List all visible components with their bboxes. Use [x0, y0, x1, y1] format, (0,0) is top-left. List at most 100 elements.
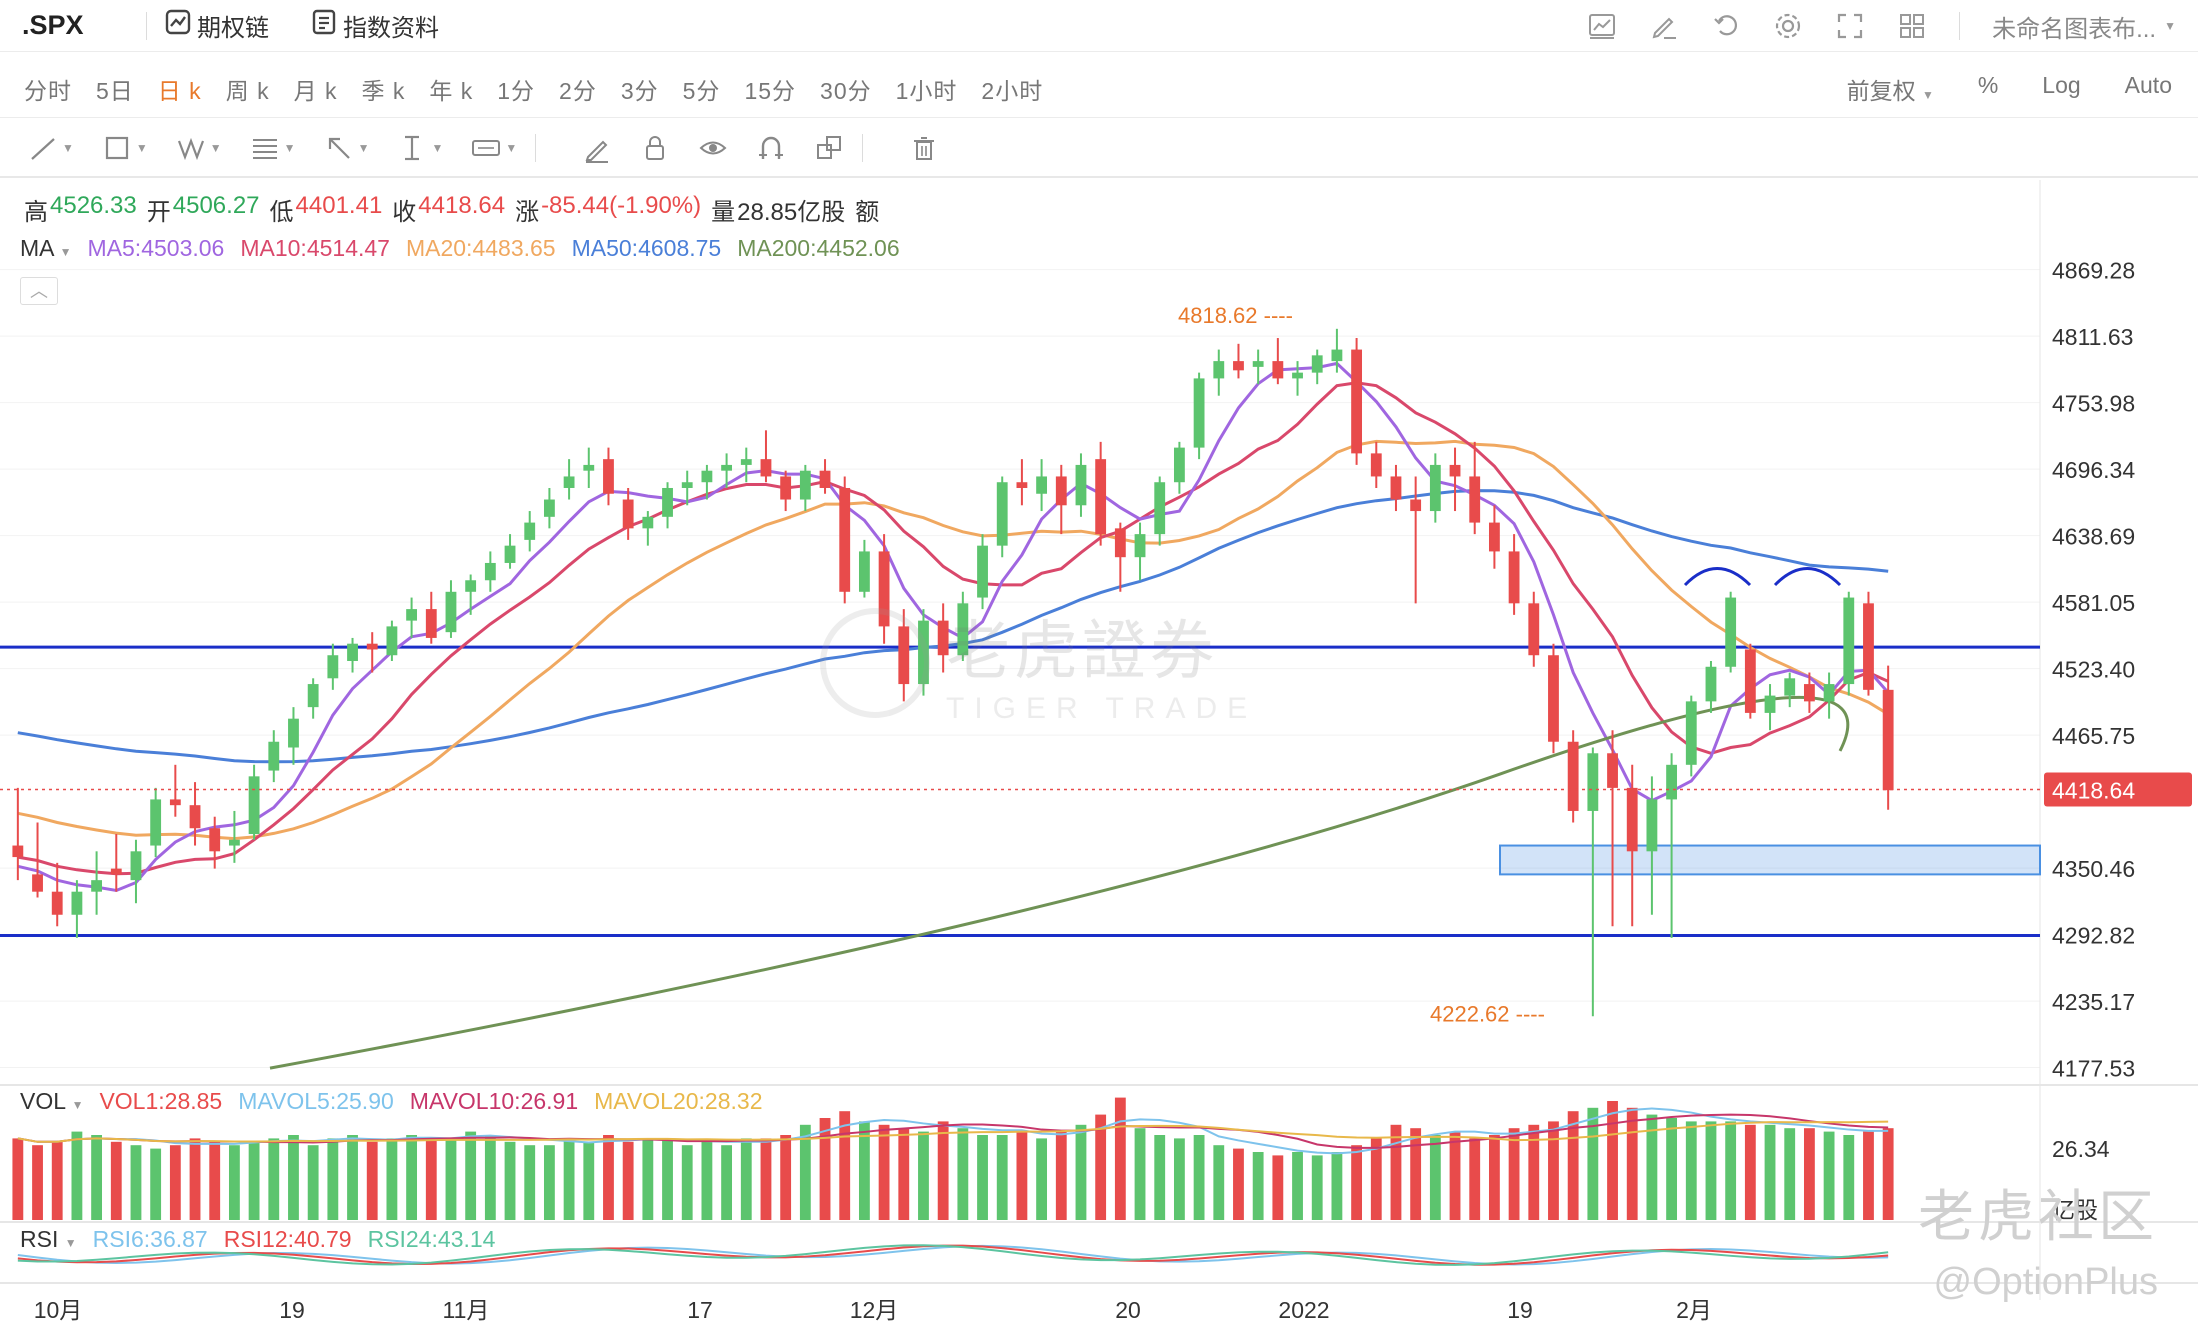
candle — [51, 862, 63, 927]
period-5min[interactable]: 5分 — [682, 77, 721, 104]
wave-tool[interactable]: ▼ — [176, 133, 222, 163]
chart-type-icon[interactable] — [1587, 11, 1617, 41]
candle — [1252, 349, 1264, 385]
fullscreen-icon[interactable] — [1835, 11, 1865, 41]
label-icon — [472, 140, 501, 156]
period-quarterly[interactable]: 季 k — [361, 77, 406, 104]
trend-line-tool[interactable]: ▼ — [28, 133, 74, 163]
settings-icon[interactable] — [1773, 11, 1803, 41]
period-30min[interactable]: 30分 — [820, 77, 872, 104]
arrow-tool[interactable]: ▼ — [324, 133, 369, 163]
index-info-button[interactable]: 指数资料 — [311, 8, 439, 43]
percent-toggle[interactable]: % — [1977, 71, 1999, 98]
period-daily[interactable]: 日 k — [157, 77, 202, 104]
price-axis-label: 4581.05 — [2052, 590, 2135, 616]
fibonacci-tool[interactable]: ▼ — [250, 133, 296, 163]
double-top-arc — [1683, 567, 1752, 587]
delete-tool[interactable] — [909, 133, 939, 163]
divider — [146, 11, 147, 40]
chart-layout-name[interactable]: 未命名图表布... — [1992, 15, 2157, 43]
candle — [288, 707, 299, 765]
ma20-line — [17, 439, 1889, 841]
low-label: 低 — [269, 199, 294, 226]
chevron-up-icon: ︿ — [30, 281, 48, 301]
low-value: 4401.41 — [295, 192, 383, 219]
rsi-legend: RSI ▼ RSI6:36.87 RSI12:40.79 RSI24:43.14 — [20, 1226, 495, 1253]
magnet-tool[interactable] — [756, 133, 786, 163]
candle-body — [1134, 534, 1146, 558]
candle — [1607, 730, 1618, 927]
rsi-indicator-dropdown[interactable]: RSI ▼ — [20, 1226, 77, 1253]
volume-bar — [91, 1135, 103, 1220]
rectangle-tool[interactable]: ▼ — [102, 133, 148, 163]
period-2hour[interactable]: 2小时 — [981, 77, 1044, 104]
undo-icon[interactable] — [1711, 11, 1741, 41]
volume-bar — [1587, 1107, 1599, 1220]
label-tool[interactable]: ▼ — [471, 133, 517, 163]
mavol20-line — [17, 1120, 1889, 1143]
option-chain-button[interactable]: 期权链 — [165, 8, 269, 43]
candle — [32, 822, 43, 898]
candle — [12, 787, 24, 881]
candle-body — [169, 799, 181, 806]
edit-icon[interactable] — [1649, 11, 1679, 41]
volume-bar — [563, 1138, 575, 1220]
volume-bar — [1744, 1124, 1756, 1220]
layout-grid-icon[interactable] — [1897, 11, 1927, 41]
time-axis-label: 11月 — [443, 1297, 490, 1323]
ma50-line — [17, 489, 1889, 764]
candle-body — [288, 718, 299, 748]
community-watermark: 老虎社区 @OptionPlus — [1918, 1172, 2158, 1304]
clone-tool[interactable] — [814, 133, 844, 163]
volume-bar — [858, 1121, 870, 1220]
period-1hour[interactable]: 1小时 — [895, 77, 958, 104]
volume-bar — [1075, 1124, 1087, 1220]
visibility-tool[interactable] — [698, 133, 728, 163]
period-monthly[interactable]: 月 k — [293, 77, 338, 104]
high-value: 4526.33 — [50, 192, 137, 219]
candle — [1390, 464, 1402, 512]
log-toggle[interactable]: Log — [2042, 71, 2081, 98]
chevron-down-icon: ▼ — [135, 141, 148, 155]
candle-body — [1114, 528, 1126, 558]
auto-toggle[interactable]: Auto — [2124, 71, 2172, 98]
adjust-dropdown[interactable]: 前复权 ▼ — [1847, 72, 1934, 106]
time-axis-label: 2022 — [1278, 1297, 1329, 1323]
period-1min[interactable]: 1分 — [497, 77, 536, 104]
volume-bar — [327, 1138, 339, 1220]
period-5day[interactable]: 5日 — [96, 77, 134, 104]
lock-tool[interactable] — [640, 133, 670, 163]
time-axis-label: 17 — [687, 1297, 713, 1323]
period-3min[interactable]: 3分 — [620, 77, 659, 104]
volume-bar — [740, 1138, 752, 1220]
candle — [681, 470, 693, 506]
vol-indicator-dropdown[interactable]: VOL ▼ — [20, 1088, 83, 1115]
volume-bar — [1666, 1118, 1678, 1220]
candle — [622, 487, 634, 540]
price-axis-label: 4523.40 — [2052, 657, 2135, 683]
price-axis-label: 4177.53 — [2052, 1056, 2135, 1082]
volume-bar — [780, 1135, 792, 1220]
watermark-en: TIGER TRADE — [946, 692, 1258, 725]
ma-indicator-dropdown[interactable]: MA ▼ — [20, 235, 72, 262]
ma-legend: MA ▼ MA5:4503.06 MA10:4514.47 MA20:4483.… — [20, 235, 900, 262]
candle-body — [1173, 447, 1185, 483]
candle — [465, 574, 477, 615]
measure-tool[interactable]: ▼ — [397, 133, 443, 163]
candle — [701, 464, 713, 500]
chevron-down-icon[interactable]: ▼ — [2164, 19, 2176, 33]
period-weekly[interactable]: 周 k — [225, 77, 270, 104]
period-intraday[interactable]: 分时 — [24, 77, 72, 104]
price-axis-label: 4696.34 — [2052, 457, 2135, 483]
brush-tool[interactable] — [582, 133, 612, 163]
candle-body — [465, 580, 477, 592]
collapse-button[interactable]: ︿ — [20, 277, 58, 305]
period-15min[interactable]: 15分 — [744, 77, 797, 104]
ticker-symbol[interactable]: .SPX — [22, 10, 84, 40]
period-2min[interactable]: 2分 — [559, 77, 597, 104]
period-yearly[interactable]: 年 k — [429, 77, 474, 104]
candle — [1784, 672, 1796, 708]
candle — [583, 447, 595, 488]
magnet-icon — [759, 136, 784, 159]
